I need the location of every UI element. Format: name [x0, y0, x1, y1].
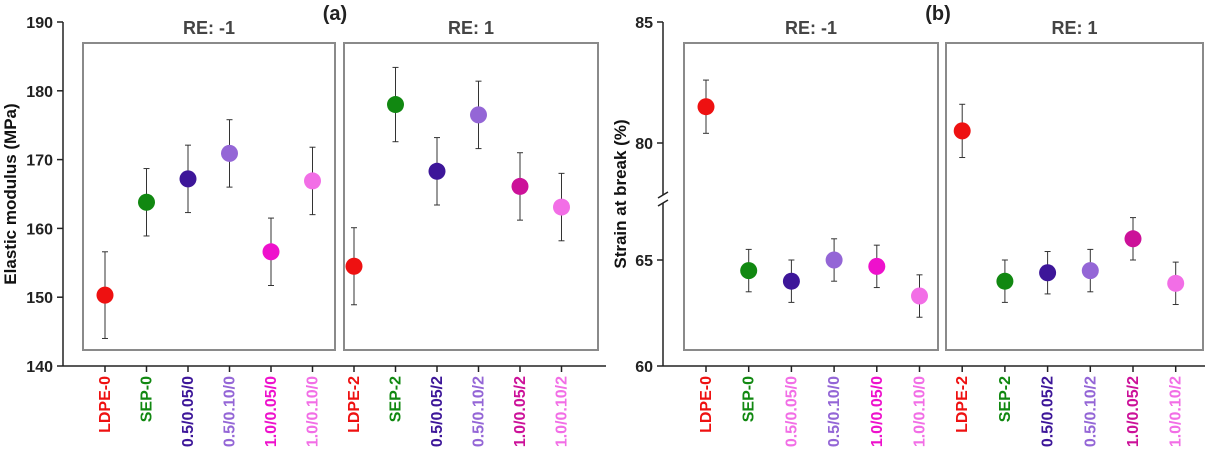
group-box-1 [82, 42, 336, 351]
data-point [428, 162, 446, 180]
x-tick-label: 0.5/0.10/0 [222, 376, 239, 447]
x-tick-label: SEP-2 [388, 376, 405, 422]
axis-break-mark-2 [657, 199, 669, 207]
group-label-1: RE: -1 [785, 18, 837, 38]
x-tick-label: LDPE-2 [954, 376, 971, 433]
y-tick-label: 160 [26, 221, 53, 238]
x-tick-label: SEP-2 [997, 376, 1014, 422]
x-tick-label: 1.0/0.05/0 [869, 376, 886, 447]
y-tick-label: 170 [26, 153, 53, 170]
y-axis-label: Elastic modulus (MPa) [1, 103, 20, 284]
x-tick-label: 1.0/0.10/2 [554, 376, 571, 447]
data-point [511, 177, 529, 195]
x-tick-label: 1.0/0.05/2 [512, 376, 529, 447]
x-tick-label: 0.5/0.10/2 [1082, 376, 1099, 447]
x-tick-label: LDPE-0 [97, 376, 114, 433]
x-tick-label: 0.5/0.05/0 [180, 376, 197, 447]
y-tick-label: 140 [26, 359, 53, 376]
axis-break-mark-1 [657, 191, 669, 199]
group-label-2: RE: 1 [448, 18, 494, 38]
x-tick-label: 1.0/0.05/0 [263, 376, 280, 447]
x-tick-label: 1.0/0.10/0 [305, 376, 322, 447]
data-point [868, 257, 886, 275]
x-tick-label: 0.5/0.05/2 [1040, 376, 1057, 447]
x-tick-label: 1.0/0.05/2 [1125, 376, 1142, 447]
y-tick-label: 85 [635, 15, 653, 32]
x-tick-label: 1.0/0.10/2 [1168, 376, 1185, 447]
x-tick-label: SEP-0 [139, 376, 156, 422]
panel-label: (b) [925, 3, 951, 25]
data-point [179, 170, 197, 188]
x-tick-label: 0.5/0.10/2 [471, 376, 488, 447]
y-axis-label: Strain at break (%) [611, 119, 630, 268]
data-point [387, 96, 404, 114]
data-point [825, 251, 843, 269]
x-tick-label: 0.5/0.05/0 [783, 376, 800, 447]
data-point [996, 272, 1014, 290]
data-point [262, 243, 280, 261]
y-tick-label: 80 [635, 136, 653, 153]
group-label-2: RE: 1 [1051, 18, 1097, 38]
data-point [697, 98, 715, 116]
data-point [1124, 230, 1142, 248]
panel-label: (a) [323, 3, 347, 25]
data-point [953, 122, 971, 140]
y-tick-label: 180 [26, 84, 53, 101]
y-tick-label: 190 [26, 15, 53, 32]
panel-a-elastic-modulus: RE: -1 RE: 1 140 150 160 170 180 190 Elastic mod… [1, 3, 606, 447]
panel-b-strain-at-break: RE: -1 RE: 1 60 65 80 85 Strain at break (%) (b… [611, 3, 1205, 447]
data-point [470, 106, 487, 124]
x-tick-label: 1.0/0.10/0 [912, 376, 929, 447]
data-point [96, 286, 114, 304]
data-point [553, 198, 570, 216]
data-point [782, 272, 800, 290]
x-tick-label: 0.5/0.10/0 [826, 376, 843, 447]
data-point [138, 193, 155, 211]
data-point [1039, 264, 1057, 282]
y-tick-label: 65 [635, 253, 653, 270]
data-point [911, 287, 928, 305]
data-point [740, 262, 758, 280]
x-tick-label: 0.5/0.05/2 [429, 376, 446, 447]
group-label-1: RE: -1 [183, 18, 235, 38]
y-tick-label: 60 [635, 359, 653, 376]
group-box-2 [343, 42, 599, 351]
x-tick-label: LDPE-0 [698, 376, 715, 433]
x-tick-label: SEP-0 [741, 376, 758, 422]
x-tick-label: LDPE-2 [346, 376, 363, 433]
data-point [304, 172, 321, 190]
data-point [1167, 274, 1185, 292]
data-point [1081, 262, 1099, 280]
group-box-1 [683, 42, 939, 351]
data-point [345, 257, 363, 275]
y-tick-label: 150 [26, 290, 53, 307]
group-box-2 [945, 42, 1204, 351]
data-point [221, 144, 238, 162]
